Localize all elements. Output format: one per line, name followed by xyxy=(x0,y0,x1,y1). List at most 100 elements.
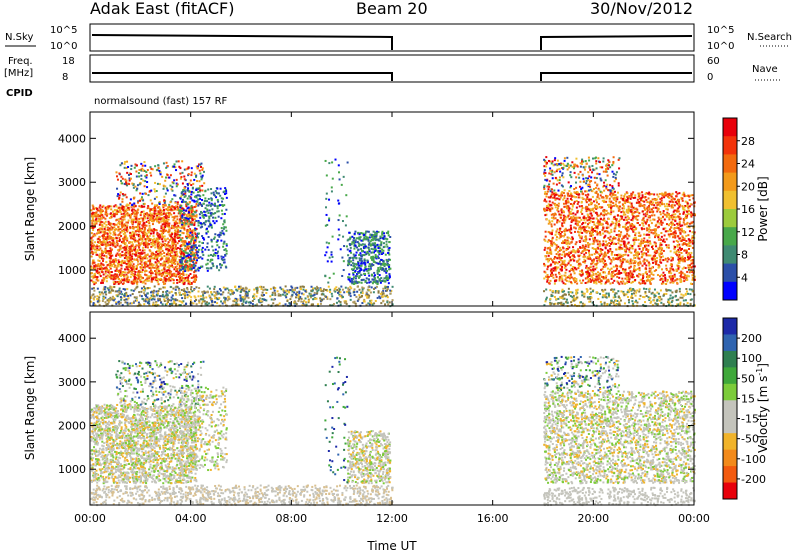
power-cell xyxy=(171,242,174,245)
power-cell xyxy=(627,226,630,229)
power-cell xyxy=(373,237,376,240)
power-cell xyxy=(142,213,145,216)
power-cell xyxy=(149,190,152,193)
power-cell xyxy=(109,232,112,235)
power-cell xyxy=(163,230,166,233)
power-cell xyxy=(378,239,381,242)
power-cell xyxy=(651,203,654,206)
power-cell xyxy=(108,265,111,268)
power-cell xyxy=(606,249,609,252)
power-cell xyxy=(133,236,136,239)
power-cell xyxy=(145,269,148,272)
power-cell xyxy=(192,182,195,185)
power-cell xyxy=(367,230,370,233)
power-cell xyxy=(181,216,184,219)
power-cell xyxy=(142,222,145,225)
power-cell xyxy=(666,211,669,214)
power-cell xyxy=(683,231,686,234)
power-cell xyxy=(96,232,99,235)
power-cell xyxy=(163,276,166,279)
power-cell xyxy=(124,268,127,271)
power-cell xyxy=(104,248,107,251)
power-cell xyxy=(656,274,659,277)
power-cell xyxy=(178,209,181,212)
power-cell xyxy=(150,228,153,231)
power-cell xyxy=(646,206,649,209)
power-cell xyxy=(375,233,378,236)
power-cell xyxy=(158,237,161,240)
power-cell xyxy=(350,251,353,254)
power-cell xyxy=(352,237,355,240)
power-cell xyxy=(570,228,573,231)
power-cell xyxy=(561,225,564,228)
power-cell xyxy=(652,201,655,204)
power-cell xyxy=(636,274,639,277)
power-cell xyxy=(155,263,158,266)
power-cell xyxy=(560,269,563,272)
power-cell xyxy=(595,217,598,220)
power-cell xyxy=(158,216,161,219)
power-cell xyxy=(109,267,112,270)
power-cell xyxy=(638,197,641,200)
power-cell xyxy=(99,265,102,268)
power-cell xyxy=(154,278,157,281)
power-cell xyxy=(665,244,668,247)
power-cell xyxy=(612,265,615,268)
power-cell xyxy=(154,209,157,212)
power-cell xyxy=(591,195,594,198)
power-cell xyxy=(653,218,656,221)
power-cell xyxy=(556,197,559,200)
power-cell xyxy=(366,261,369,264)
power-cell xyxy=(166,189,169,192)
power-cell xyxy=(116,175,119,178)
power-cell xyxy=(634,196,637,199)
power-cell xyxy=(122,205,125,208)
power-cell xyxy=(669,215,672,218)
power-cell xyxy=(186,189,189,192)
power-cell xyxy=(375,255,378,258)
power-cell xyxy=(139,234,142,237)
power-cell xyxy=(664,276,667,279)
power-cell xyxy=(139,230,142,233)
power-cell xyxy=(122,246,125,249)
power-cell xyxy=(584,240,587,243)
power-cell xyxy=(216,205,219,208)
power-cell xyxy=(603,201,606,204)
power-cell xyxy=(140,277,143,280)
power-cell xyxy=(202,215,205,218)
power-cell xyxy=(171,205,174,208)
power-cell xyxy=(345,215,348,218)
power-cell xyxy=(168,205,171,208)
power-cell xyxy=(624,223,627,226)
power-cell xyxy=(93,226,96,229)
power-cell xyxy=(134,254,137,257)
power-cell xyxy=(110,208,113,211)
power-cell xyxy=(118,248,121,251)
power-cell xyxy=(630,228,633,231)
power-cell xyxy=(205,263,208,266)
power-cell xyxy=(97,264,100,267)
power-cell xyxy=(557,251,560,254)
power-cell xyxy=(94,248,97,251)
power-cell xyxy=(179,268,182,271)
power-cell xyxy=(184,276,187,279)
power-cell xyxy=(149,209,152,212)
power-cell xyxy=(157,260,160,263)
power-cell xyxy=(100,252,103,255)
power-cell xyxy=(163,268,166,271)
power-cell xyxy=(364,246,367,249)
power-cell xyxy=(129,236,132,239)
power-cell xyxy=(133,233,136,236)
power-cell xyxy=(586,209,589,212)
power-cell xyxy=(592,259,595,262)
power-cell xyxy=(188,236,191,239)
power-cell xyxy=(596,213,599,216)
power-cell xyxy=(137,172,140,175)
power-cell xyxy=(92,224,95,227)
power-cell xyxy=(120,235,123,238)
power-cell xyxy=(133,232,136,235)
power-cell xyxy=(150,272,153,275)
power-cell xyxy=(189,246,192,249)
power-cell xyxy=(669,281,672,284)
power-cell xyxy=(222,261,225,264)
